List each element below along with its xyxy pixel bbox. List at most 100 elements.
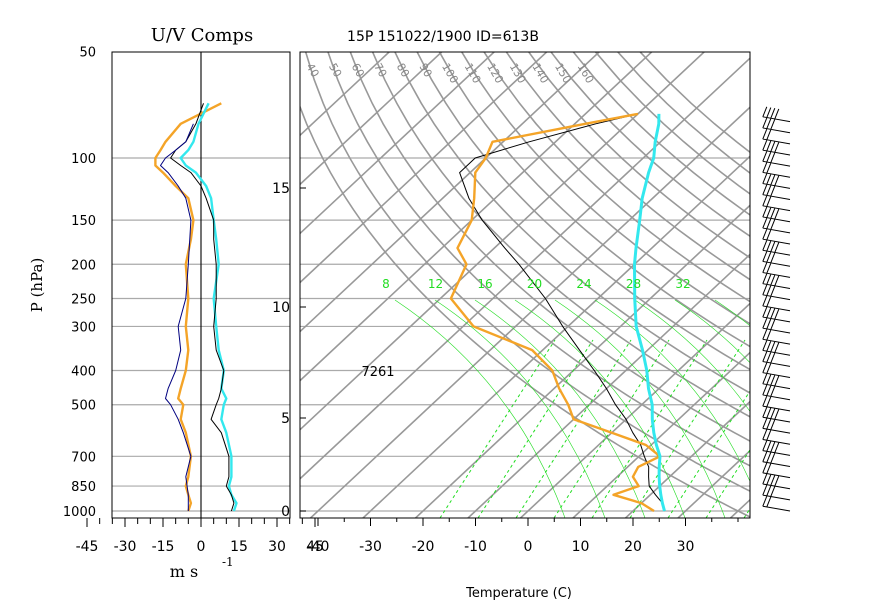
wind-barb-feather (762, 373, 768, 385)
wind-barb (762, 494, 791, 501)
pressure-tick-label: 250 (71, 292, 96, 307)
wind-barb-feather (762, 484, 768, 496)
isotherm (414, 204, 750, 518)
theta-label: 140 (529, 61, 551, 86)
wind-barb-feather (762, 240, 768, 251)
wind-barb-feather (762, 206, 768, 218)
skewt-series-line-2 (633, 113, 666, 512)
dry-adiabat (349, 52, 750, 443)
wind-barb-feather (770, 475, 776, 486)
theta-label: 130 (507, 61, 529, 86)
wind-barb-feather (766, 296, 772, 307)
wind-barb-feather (766, 418, 772, 430)
wind-barb (762, 483, 791, 490)
uv-x-tick-label: 15 (230, 539, 248, 555)
wind-barb-feather (766, 118, 772, 129)
wind-barb-feather (762, 273, 768, 284)
mixing-ratio-line (743, 507, 750, 518)
wind-barb-feather (762, 473, 768, 485)
wind-barb-feather (762, 440, 768, 451)
wind-barb (762, 283, 791, 289)
mixing-ratio-line (705, 448, 750, 518)
wind-barb-feather (762, 173, 768, 184)
wind-barb-feather (766, 218, 772, 229)
wind-barb-feather (762, 340, 768, 351)
wind-barb-feather (762, 229, 768, 240)
mixing-ratio-label: 20 (527, 277, 542, 291)
wind-barb-feather (762, 407, 768, 418)
wind-barb (762, 505, 791, 512)
wind-barb-feather (762, 318, 768, 329)
theta-label: 90 (416, 61, 434, 80)
wind-barb (762, 427, 791, 434)
wind-barbs (762, 106, 791, 512)
wind-barb (762, 149, 791, 156)
wind-barb-feather (774, 375, 780, 387)
uv-x-tick-label: 45 (306, 539, 324, 555)
isotherm (782, 18, 887, 519)
wind-barb-feather (766, 151, 772, 163)
wind-barb (762, 216, 791, 223)
temp-x-tick-label: -10 (464, 539, 487, 555)
uv-grid (112, 52, 290, 518)
uv-x-label-exp: -1 (222, 555, 234, 569)
wind-barb-feather (766, 107, 772, 118)
dry-adiabat (416, 52, 750, 371)
dry-adiabat (304, 52, 750, 492)
wind-barb (762, 361, 791, 367)
mixing-ratio-line (439, 339, 556, 518)
p-axis-label: P (hPa) (28, 258, 46, 313)
isotherm (624, 400, 750, 518)
wind-barb-feather (770, 341, 776, 353)
wind-barb-feather (762, 351, 768, 362)
uv-series-line-3 (160, 123, 194, 511)
height-tick-label: 0 (281, 504, 290, 520)
wind-barb-feather (766, 352, 772, 363)
theta-label: 120 (484, 61, 506, 86)
theta-label: 50 (326, 61, 344, 80)
wind-barb (762, 138, 791, 145)
mixing-ratio-line (515, 339, 632, 518)
wind-barb-feather (774, 275, 780, 286)
wind-barb-feather (766, 274, 772, 285)
theta-label: 60 (349, 61, 367, 80)
isotherm (300, 52, 706, 431)
wind-barb-feather (762, 184, 768, 195)
isotherm (729, 498, 750, 518)
wind-barb-feather (762, 162, 768, 173)
wind-barb-feather (766, 485, 772, 496)
wind-barb-feather (770, 274, 776, 286)
pressure-tick-label: 400 (71, 365, 96, 380)
mixing-ratio-label: 28 (626, 277, 641, 291)
wind-barb (762, 194, 791, 200)
wind-barb (762, 127, 791, 134)
uv-title: U/V Comps (151, 25, 253, 46)
mixing-ratio-label: 32 (675, 277, 690, 291)
mixing-ratio-line (629, 339, 746, 518)
wind-barb-feather (766, 374, 772, 385)
temp-x-ticks: -40 -30 -20 -10 0 10 20 30 (307, 518, 739, 555)
dry-adiabat (300, 104, 750, 518)
wind-barb-feather (766, 396, 772, 407)
wind-barb (762, 305, 791, 312)
temp-x-tick-label: 20 (624, 539, 642, 555)
wind-barb-feather (766, 463, 772, 474)
dry-adiabat (527, 52, 750, 259)
uv-x-tick-label: -30 (114, 539, 137, 555)
wind-barb-feather (766, 407, 772, 419)
uv-frame (111, 51, 291, 519)
wind-barb-feather (762, 217, 768, 229)
uv-x-tick-label: -15 (152, 539, 175, 555)
wind-barb-feather (770, 452, 776, 464)
theta-label: 70 (371, 61, 389, 80)
wind-barb-feather (762, 451, 768, 462)
isotherm (300, 52, 653, 382)
wind-barb-feather (766, 285, 772, 296)
wind-barb-feather (774, 142, 780, 153)
wind-barb-feather (766, 385, 772, 396)
moist-adiabat (554, 299, 726, 518)
wind-barb-feather (766, 229, 772, 241)
wind-barb (762, 183, 791, 189)
skewt-grid (300, 18, 887, 519)
uv-series-line-1 (179, 102, 238, 512)
